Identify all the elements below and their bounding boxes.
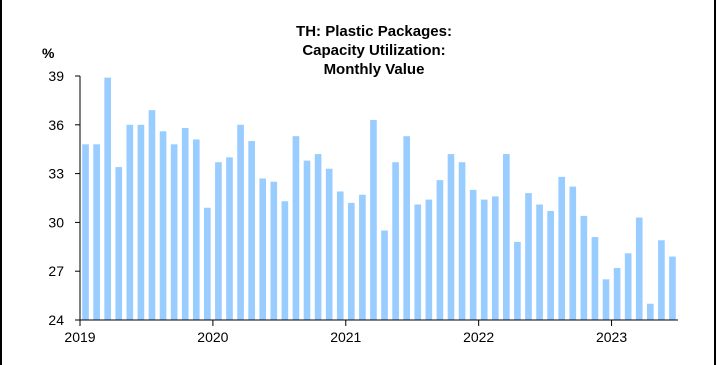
y-tick-label: 33	[48, 166, 64, 182]
bar	[126, 124, 134, 320]
bar-group	[82, 77, 676, 320]
bar	[93, 144, 100, 320]
x-tick-label: 2019	[64, 329, 95, 345]
bar	[259, 178, 267, 320]
bar	[503, 154, 510, 320]
x-tick-label: 2023	[596, 329, 627, 345]
y-tick-label: 27	[48, 263, 64, 279]
bar	[204, 207, 211, 320]
y-axis: 24 27 30 33 36 39	[48, 68, 81, 328]
bar	[314, 154, 322, 320]
bar	[192, 139, 200, 320]
y-axis-unit-label: %	[42, 45, 55, 61]
bar	[104, 77, 111, 320]
bar	[370, 119, 377, 320]
chart-title-line-2: Capacity Utilization:	[302, 42, 445, 59]
y-tick-label: 36	[48, 117, 64, 133]
bar	[248, 141, 255, 320]
bar	[425, 199, 433, 320]
bar	[558, 176, 566, 320]
bar	[381, 230, 388, 320]
bar	[292, 136, 300, 320]
bar	[536, 204, 543, 320]
bar	[303, 160, 311, 320]
bar	[226, 157, 233, 320]
bar	[215, 162, 222, 320]
bar	[613, 267, 621, 320]
bar	[624, 253, 632, 320]
bar	[181, 128, 189, 320]
bar	[469, 189, 477, 320]
bar	[336, 191, 344, 320]
bar	[602, 279, 610, 320]
bar	[525, 193, 532, 320]
bar	[635, 217, 643, 320]
bar	[580, 215, 588, 320]
bar	[646, 303, 654, 320]
bar	[569, 186, 577, 320]
chart-title-line-3: Monthly Value	[324, 61, 425, 78]
bar	[658, 240, 665, 320]
bar	[359, 194, 366, 320]
bar	[480, 199, 488, 320]
bar	[115, 167, 123, 320]
bar	[82, 144, 89, 320]
bar	[491, 196, 499, 320]
bar	[514, 241, 521, 320]
bar	[170, 144, 178, 320]
bar	[392, 162, 399, 320]
bar	[237, 124, 244, 320]
y-tick-label: 30	[48, 214, 64, 230]
bar	[447, 154, 455, 320]
bar	[547, 211, 554, 320]
bar	[458, 162, 466, 320]
bar	[403, 136, 410, 320]
bar	[148, 110, 156, 320]
x-tick-label: 2021	[330, 329, 361, 345]
bar	[669, 256, 676, 320]
bar	[325, 168, 333, 320]
x-tick-label: 2022	[463, 329, 494, 345]
y-tick-label: 39	[48, 68, 64, 84]
bar	[591, 237, 599, 320]
y-tick-label: 24	[48, 312, 64, 328]
bar	[347, 202, 355, 320]
bar	[281, 201, 289, 320]
bar	[159, 131, 167, 320]
x-tick-label: 2020	[197, 329, 228, 345]
x-axis: 2019 2020 2021 2022 2023	[64, 319, 678, 345]
chart-title-line-1: TH: Plastic Packages:	[296, 23, 452, 40]
bar	[270, 181, 278, 320]
bar	[137, 124, 145, 320]
bar	[436, 180, 444, 320]
bar	[414, 204, 422, 320]
